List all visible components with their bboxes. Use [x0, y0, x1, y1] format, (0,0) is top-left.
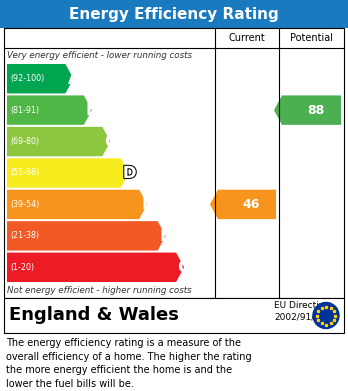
Text: Very energy efficient - lower running costs: Very energy efficient - lower running co…: [7, 51, 192, 60]
Polygon shape: [210, 190, 276, 219]
Polygon shape: [7, 190, 147, 219]
Text: (39-54): (39-54): [10, 200, 39, 209]
Text: E: E: [141, 196, 153, 213]
Polygon shape: [7, 158, 129, 188]
Text: (55-68): (55-68): [10, 169, 39, 178]
Text: A: A: [68, 70, 80, 88]
Text: G: G: [178, 258, 192, 276]
Polygon shape: [7, 253, 184, 282]
Text: 46: 46: [242, 198, 260, 211]
Polygon shape: [7, 221, 166, 251]
Text: (92-100): (92-100): [10, 74, 44, 83]
Text: 88: 88: [307, 104, 324, 117]
Text: Potential: Potential: [290, 33, 333, 43]
Text: The energy efficiency rating is a measure of the
overall efficiency of a home. T: The energy efficiency rating is a measur…: [6, 338, 252, 389]
Text: (69-80): (69-80): [10, 137, 39, 146]
Text: (81-91): (81-91): [10, 106, 39, 115]
Bar: [4, 298, 344, 333]
Polygon shape: [7, 95, 92, 125]
Polygon shape: [7, 127, 110, 156]
Text: C: C: [104, 133, 117, 151]
Text: D: D: [123, 164, 136, 182]
Text: F: F: [160, 227, 171, 245]
Text: B: B: [86, 101, 98, 119]
Bar: [0, 0, 348, 28]
Text: (21-38): (21-38): [10, 231, 39, 240]
Circle shape: [313, 303, 339, 328]
Text: Current: Current: [229, 33, 266, 43]
Polygon shape: [7, 64, 73, 93]
Text: (1-20): (1-20): [10, 263, 34, 272]
Text: England & Wales: England & Wales: [9, 307, 179, 325]
Bar: [4, 28, 344, 298]
Text: EU Directive
2002/91/EC: EU Directive 2002/91/EC: [274, 301, 330, 322]
Text: Not energy efficient - higher running costs: Not energy efficient - higher running co…: [7, 286, 192, 295]
Text: Energy Efficiency Rating: Energy Efficiency Rating: [69, 7, 279, 22]
Polygon shape: [274, 95, 341, 125]
